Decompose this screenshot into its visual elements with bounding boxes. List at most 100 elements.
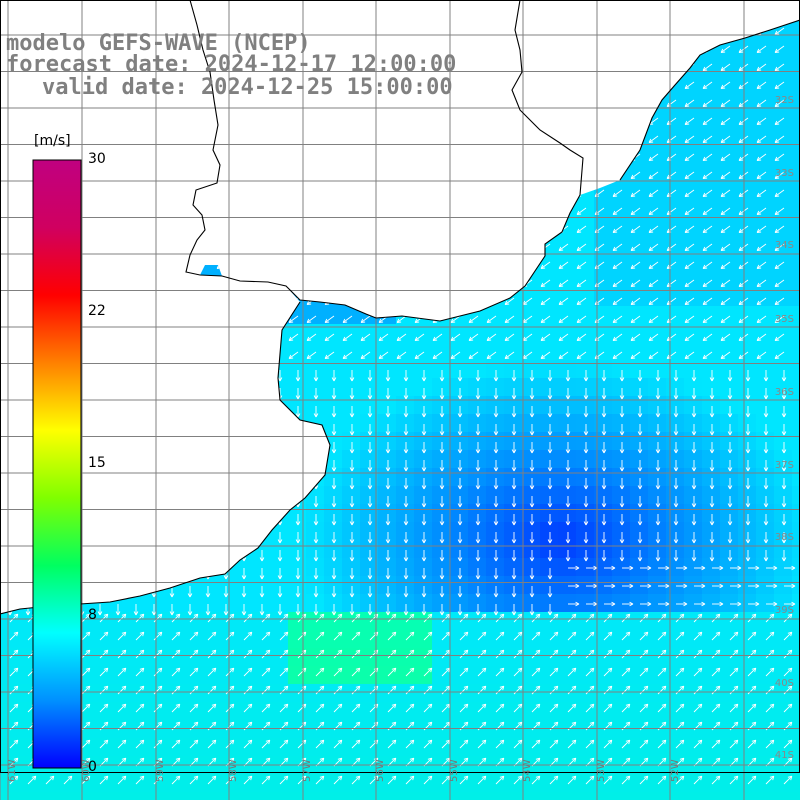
wind-arrow-head [378, 210, 382, 215]
wind-arrow-head [541, 303, 546, 305]
wind-arrow [1, 10, 10, 17]
field-cell [108, 270, 126, 288]
wind-arrow-head [18, 282, 22, 287]
wind-arrow [630, 99, 641, 107]
wind-arrow [252, 261, 263, 269]
field-cell [792, 20, 800, 36]
field-cell [360, 468, 378, 486]
field-cell [684, 36, 702, 54]
wind-arrow-head [379, 321, 384, 323]
wind-arrow [468, 153, 479, 161]
wind-arrow-head [163, 13, 165, 17]
wind-arrow-head [18, 138, 22, 143]
field-cell [486, 630, 504, 648]
wind-arrow [324, 279, 335, 287]
wind-arrow-head [361, 303, 366, 305]
wind-arrow [108, 171, 119, 179]
wind-arrow [18, 207, 29, 215]
wind-arrow-head [360, 210, 364, 215]
wind-arrow-head [487, 267, 492, 269]
wind-arrow [577, 10, 586, 17]
wind-arrow-head [72, 120, 76, 125]
wind-arrow [522, 243, 533, 251]
wind-arrow-head [613, 51, 618, 53]
field-cell [252, 342, 270, 360]
field-cell [486, 432, 504, 450]
wind-arrow-head [151, 377, 155, 382]
field-cell [0, 0, 18, 18]
field-cell [342, 468, 360, 486]
field-cell [270, 450, 288, 468]
field-cell [198, 468, 216, 486]
wind-arrow-head [504, 48, 508, 53]
field-cell [576, 108, 594, 126]
wind-arrow [522, 135, 533, 143]
field-cell [558, 558, 576, 576]
wind-arrow-head [223, 395, 227, 400]
wind-arrow-head [108, 174, 112, 179]
wind-arrow-head [252, 246, 256, 251]
wind-arrow-head [0, 336, 4, 341]
field-cell [180, 342, 198, 360]
wind-arrow [0, 153, 11, 161]
wind-arrow-head [91, 13, 93, 17]
wind-arrow-head [468, 138, 472, 143]
field-cell [162, 594, 180, 612]
field-cell [252, 162, 270, 180]
wind-arrow-head [271, 249, 276, 251]
wind-arrow-head [126, 138, 130, 143]
field-cell [720, 540, 738, 558]
wind-arrow [19, 10, 28, 17]
wind-arrow-head [1, 123, 6, 125]
field-cell [144, 684, 162, 702]
wind-arrow [18, 333, 29, 341]
wind-arrow-head [379, 285, 384, 287]
field-cell [792, 612, 800, 630]
wind-arrow [468, 171, 479, 179]
field-cell [702, 522, 720, 540]
wind-arrow-head [252, 228, 256, 233]
wind-arrow-head [108, 210, 112, 215]
wind-arrow-head [685, 267, 690, 269]
wind-arrow-head [613, 249, 618, 251]
wind-arrow-head [288, 300, 292, 305]
field-cell [378, 486, 396, 504]
field-cell [396, 576, 414, 594]
field-cell [198, 540, 216, 558]
wind-arrow [360, 297, 371, 305]
wind-arrow [522, 99, 533, 107]
field-cell [648, 486, 666, 504]
wind-arrow-head [271, 339, 276, 341]
wind-arrow-head [19, 303, 24, 305]
wind-arrow-head [469, 69, 474, 71]
field-cell [270, 522, 288, 540]
wind-arrow-head [108, 228, 112, 233]
wind-arrow-head [379, 13, 381, 17]
wind-arrow-head [306, 156, 310, 161]
wind-arrow-head [126, 192, 130, 197]
field-cell [450, 666, 468, 684]
field-cell [648, 36, 666, 54]
wind-arrow-head [559, 357, 564, 359]
wind-arrow-head [721, 213, 726, 215]
wind-arrow-head [126, 156, 130, 161]
wind-arrow [180, 135, 191, 143]
wind-arrow-head [541, 321, 546, 323]
field-cell [594, 522, 612, 540]
wind-arrow-head [486, 192, 490, 197]
wind-arrow-head [289, 357, 294, 359]
field-cell [144, 342, 162, 360]
wind-arrow-head [739, 249, 744, 251]
field-cell [342, 594, 360, 612]
field-cell [432, 198, 450, 216]
wind-arrow-head [0, 192, 4, 197]
wind-arrow [126, 171, 137, 179]
wind-arrow-head [703, 69, 708, 71]
wind-arrow [594, 63, 605, 71]
wind-arrow-head [757, 13, 759, 17]
wind-arrow-head [397, 16, 401, 17]
wind-arrow-head [487, 231, 492, 233]
field-cell [378, 576, 396, 594]
field-cell [252, 648, 270, 666]
wind-arrow-head [90, 102, 94, 107]
